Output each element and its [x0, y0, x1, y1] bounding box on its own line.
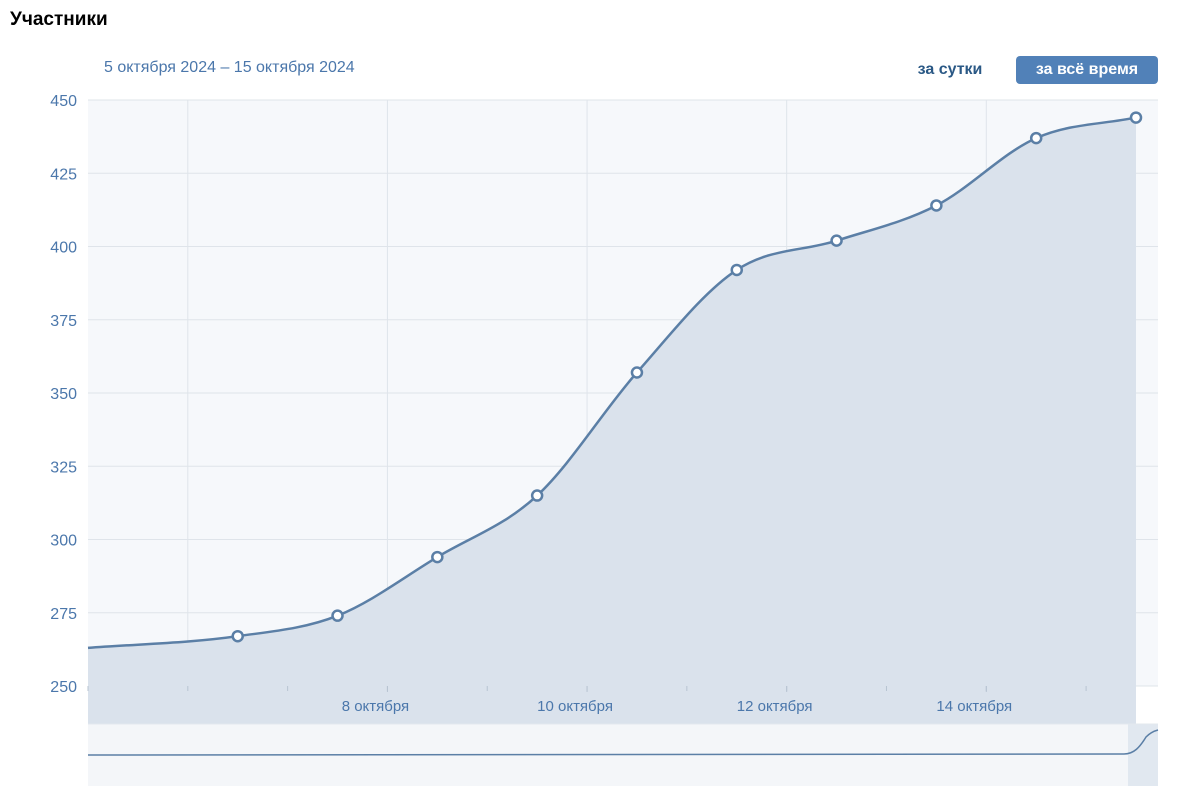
y-axis-ticks: 250 275 300 325 350 375 400 425 450	[50, 93, 77, 696]
data-point[interactable]	[830, 234, 843, 247]
series-area	[88, 117, 1136, 686]
y-tick-label: 375	[50, 313, 77, 330]
y-tick-label: 250	[50, 679, 77, 696]
data-point[interactable]	[730, 263, 744, 277]
period-all-time-button[interactable]: за всё время	[1016, 56, 1158, 84]
data-point[interactable]	[530, 489, 544, 502]
y-tick-label: 325	[50, 459, 77, 476]
data-point[interactable]	[231, 629, 244, 643]
x-tick-label: 12 октября	[737, 698, 813, 715]
y-tick-label: 300	[50, 533, 77, 550]
x-tick-label: 10 октября	[537, 698, 613, 715]
data-point[interactable]	[930, 199, 943, 212]
data-point[interactable]	[431, 550, 444, 564]
page-title: Участники	[10, 9, 108, 30]
date-range-label: 5 октября 2024 – 15 октября 2024	[104, 59, 355, 76]
y-tick-label: 425	[50, 166, 77, 183]
y-tick-label: 400	[50, 240, 77, 257]
x-tick-label: 8 октября	[342, 698, 409, 715]
data-point[interactable]	[1029, 131, 1043, 145]
x-axis-ticks: 8 октября 10 октября 12 октября 14 октября	[342, 686, 1012, 715]
data-point[interactable]	[331, 609, 344, 622]
data-point[interactable]	[630, 366, 644, 379]
x-tick-label: 14 октября	[936, 698, 1012, 715]
range-navigator[interactable]	[87, 723, 1159, 786]
x-axis-band	[88, 686, 1136, 724]
y-tick-label: 450	[50, 93, 77, 110]
series-points	[231, 111, 1143, 643]
y-tick-label: 275	[50, 606, 77, 623]
navigator-selection	[1128, 724, 1158, 786]
y-tick-label: 350	[50, 386, 77, 403]
data-point[interactable]	[1129, 111, 1143, 124]
navigator-line	[87, 729, 1159, 756]
period-day-button[interactable]: за сутки	[903, 56, 997, 84]
